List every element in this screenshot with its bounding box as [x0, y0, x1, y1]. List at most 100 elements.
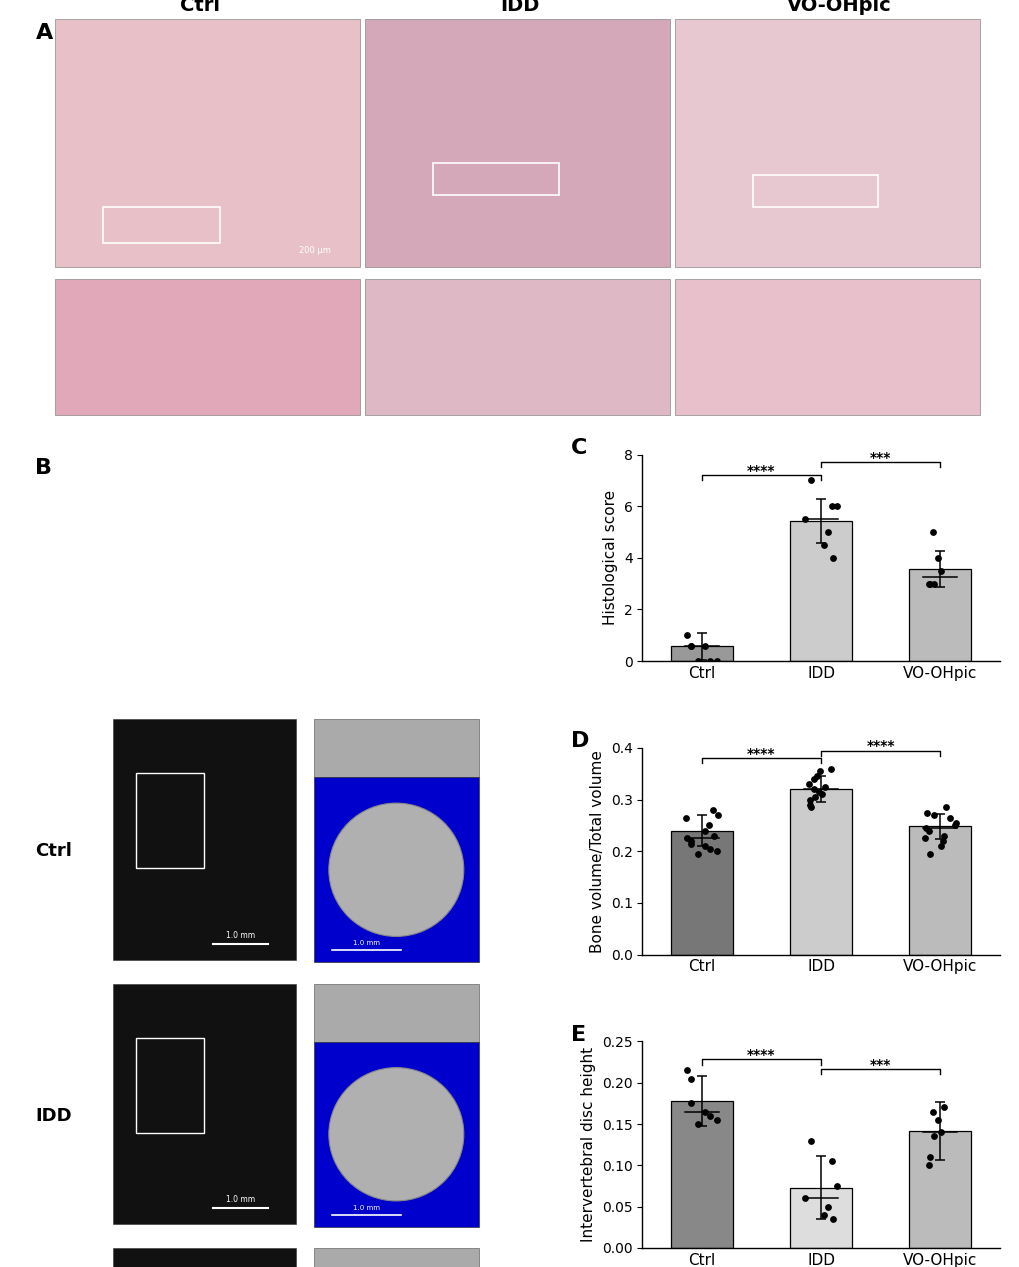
Point	[802, 794, 818, 815]
Y-axis label: Histological score: Histological score	[602, 490, 618, 626]
Point	[679, 625, 695, 645]
Point	[696, 836, 712, 856]
Point	[819, 522, 836, 542]
Point	[701, 651, 717, 672]
Point	[815, 535, 832, 555]
Bar	[365, 19, 669, 267]
Point	[803, 797, 819, 817]
Bar	[908, 569, 970, 661]
Ellipse shape	[328, 803, 464, 936]
Point	[827, 497, 844, 517]
Point	[942, 807, 958, 827]
Point	[946, 815, 962, 835]
Bar	[136, 1038, 204, 1133]
Point	[920, 574, 936, 594]
Point	[810, 761, 826, 782]
Bar	[671, 1101, 733, 1248]
Point	[920, 821, 936, 841]
Text: D: D	[571, 731, 589, 751]
Point	[802, 789, 818, 810]
Point	[805, 779, 821, 799]
Y-axis label: Intervertebral disc height: Intervertebral disc height	[581, 1047, 596, 1242]
Point	[682, 1093, 698, 1114]
Point	[696, 636, 712, 656]
Point	[701, 1106, 717, 1126]
Bar	[671, 831, 733, 954]
Point	[916, 829, 932, 849]
Point	[934, 826, 951, 846]
Point	[701, 839, 717, 859]
Point	[682, 1068, 698, 1088]
Point	[931, 1123, 948, 1143]
Bar	[103, 207, 219, 243]
Point	[708, 841, 725, 862]
Point	[920, 574, 936, 594]
Text: IDD: IDD	[35, 1107, 71, 1125]
Point	[678, 807, 694, 827]
Point	[796, 1188, 812, 1209]
Point	[682, 636, 698, 656]
Bar	[908, 1130, 970, 1248]
Point	[810, 782, 826, 802]
Bar	[314, 983, 478, 1041]
Bar	[790, 1187, 851, 1248]
Text: 200 μm: 200 μm	[299, 246, 331, 255]
Bar	[365, 279, 669, 414]
Point	[924, 1126, 941, 1147]
Bar	[675, 279, 979, 414]
Point	[705, 826, 721, 846]
Text: IDD: IDD	[499, 0, 539, 15]
Point	[803, 1130, 819, 1150]
Point	[821, 759, 838, 779]
Ellipse shape	[328, 1068, 464, 1201]
Point	[805, 769, 821, 789]
Bar	[314, 1041, 478, 1226]
Point	[689, 1114, 705, 1134]
Bar	[314, 718, 478, 777]
Bar	[752, 175, 877, 207]
Point	[796, 509, 812, 530]
Y-axis label: Bone volume/Total volume: Bone volume/Total volume	[590, 750, 604, 953]
Text: 1.0 mm: 1.0 mm	[353, 1205, 380, 1211]
Point	[924, 1101, 941, 1121]
Text: B: B	[35, 459, 52, 479]
Bar	[113, 718, 296, 959]
Text: ****: ****	[747, 746, 775, 761]
Point	[819, 1196, 836, 1216]
Point	[803, 470, 819, 490]
Text: A: A	[36, 23, 53, 43]
Bar	[790, 521, 851, 661]
Bar	[675, 19, 979, 267]
Point	[924, 522, 941, 542]
Point	[815, 1205, 832, 1225]
Point	[708, 651, 725, 672]
Point	[924, 805, 941, 825]
Point	[697, 821, 713, 841]
Point	[700, 815, 716, 835]
Text: ***: ***	[869, 451, 891, 465]
Point	[679, 1060, 695, 1081]
Point	[924, 574, 941, 594]
Bar	[113, 1248, 296, 1267]
Text: E: E	[571, 1025, 586, 1045]
Point	[920, 1147, 936, 1167]
Point	[682, 831, 698, 851]
Point	[934, 831, 951, 851]
Point	[816, 777, 833, 797]
Point	[920, 1156, 936, 1176]
Point	[947, 812, 963, 832]
Point	[827, 1176, 844, 1196]
Bar	[136, 773, 204, 868]
Text: Ctrl: Ctrl	[180, 0, 220, 15]
Point	[808, 767, 824, 787]
Point	[813, 784, 829, 805]
Bar	[55, 279, 360, 414]
Bar	[908, 826, 970, 954]
Text: 1.0 mm: 1.0 mm	[226, 931, 255, 940]
Point	[689, 844, 705, 864]
Point	[689, 651, 705, 672]
Bar	[55, 19, 360, 267]
Point	[937, 797, 954, 817]
Text: ****: ****	[747, 464, 775, 478]
Point	[928, 1110, 945, 1130]
